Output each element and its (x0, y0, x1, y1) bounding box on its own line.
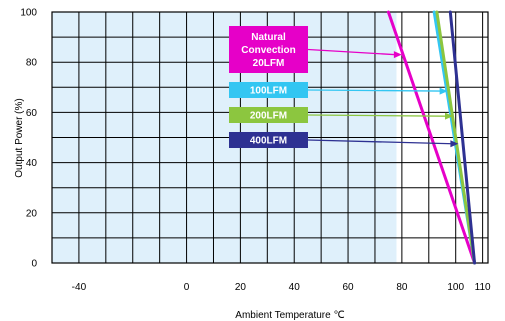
y-tick-label: 20 (26, 208, 38, 219)
series-label-arrow (307, 89, 442, 92)
series-label-box (229, 26, 308, 73)
series-label-text: 200LFM (250, 111, 287, 122)
series-label: 200LFM (229, 107, 454, 123)
y-tick-label: 100 (20, 8, 37, 19)
x-tick-label: 60 (342, 282, 354, 293)
series-lines (386, 10, 477, 265)
series-label-text: 100LFM (250, 86, 287, 97)
x-tick-label: 80 (396, 282, 408, 293)
y-tick-label: 80 (26, 58, 38, 69)
series-label-box (229, 107, 308, 123)
x-axis-label: Ambient Temperature ℃ (235, 310, 344, 321)
series-label-text: 400LFM (250, 136, 287, 147)
series-label-arrowhead (393, 51, 402, 59)
series-line (435, 10, 477, 265)
x-tick-label: 20 (235, 282, 247, 293)
series-label-arrow (307, 139, 453, 145)
series-label-arrow (307, 48, 396, 56)
series-label-text: 20LFM (253, 58, 285, 69)
series-label-boxes: Natural Convection 20LFM 100LFM 200LFM 400LFM (229, 26, 459, 148)
y-tick-label: 40 (26, 158, 38, 169)
series-label-arrowhead (445, 112, 454, 120)
y-tick-label: 0 (31, 259, 37, 270)
series-label-text: Convection (241, 45, 295, 56)
series-label-arrowhead (450, 140, 459, 148)
series-label-text: Natural (251, 32, 286, 43)
x-tick-labels: -40 0 20 40 60 80 100 110 (72, 282, 491, 293)
y-tick-label: 60 (26, 108, 38, 119)
series-label: 100LFM (229, 82, 448, 98)
x-tick-label: 40 (289, 282, 301, 293)
series-label-arrow (307, 114, 448, 117)
series-line (386, 10, 477, 265)
y-tick-labels: 0 20 40 60 80 100 (20, 8, 37, 270)
series-line (448, 10, 477, 265)
series-label-box (229, 82, 308, 98)
series-label: 400LFM (229, 132, 459, 148)
x-tick-label: 110 (475, 282, 491, 293)
x-tick-label: 100 (447, 282, 464, 293)
series-label: Natural Convection 20LFM (229, 26, 402, 73)
x-tick-label: -40 (72, 282, 87, 293)
plot-frame (51, 11, 489, 264)
y-axis-label: Output Power (%) (14, 98, 25, 177)
x-tick-label: 0 (184, 282, 190, 293)
series-label-box (229, 132, 308, 148)
series-label-arrowhead (439, 87, 448, 95)
